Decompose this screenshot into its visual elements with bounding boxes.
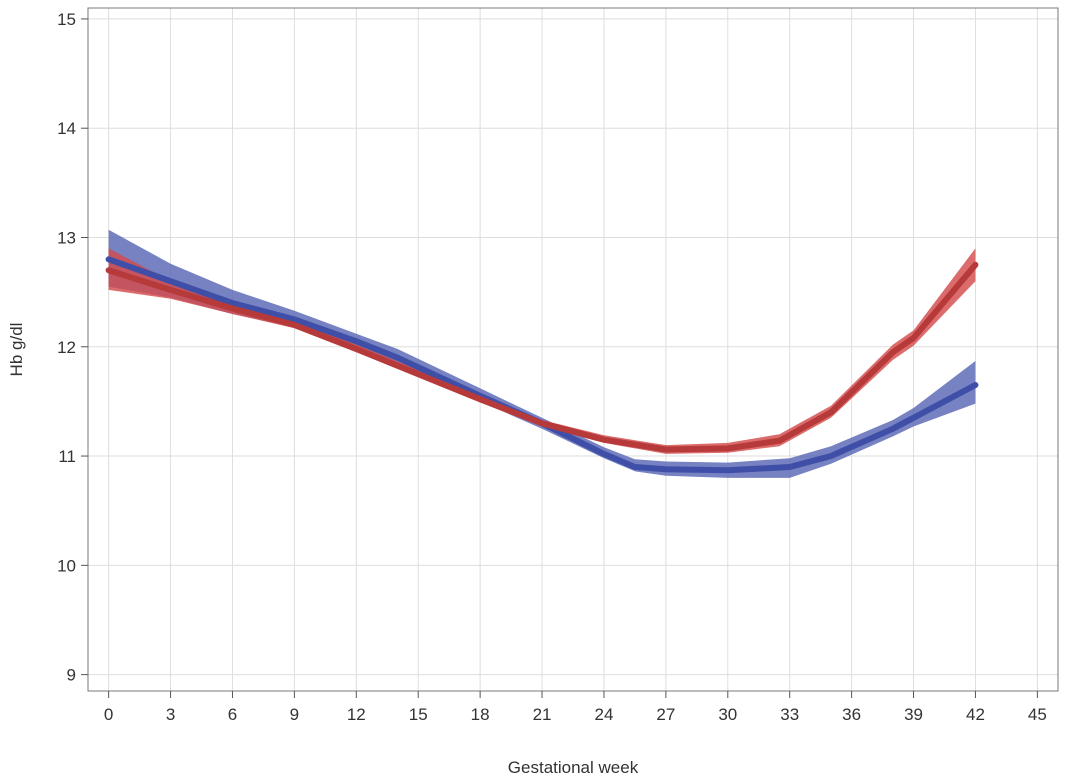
y-tick-label: 11 <box>58 447 76 466</box>
x-tick-label: 30 <box>718 705 737 724</box>
gridlines <box>88 8 1058 691</box>
y-axis-title: Hb g/dl <box>7 323 26 377</box>
x-tick-label: 21 <box>533 705 552 724</box>
y-tick-label: 12 <box>57 338 76 357</box>
y-axis: 9 10 11 12 13 14 15 <box>57 10 88 685</box>
series-1-line <box>105 261 979 453</box>
y-tick-label: 9 <box>67 666 76 685</box>
x-tick-label: 9 <box>290 705 299 724</box>
x-tick-label: 39 <box>904 705 923 724</box>
series-0-band <box>108 229 976 478</box>
x-tick-label: 15 <box>409 705 428 724</box>
confidence-bands <box>108 229 976 478</box>
x-tick-label: 36 <box>842 705 861 724</box>
x-tick-label: 3 <box>166 705 175 724</box>
x-tick-label: 18 <box>471 705 490 724</box>
x-tick-label: 27 <box>656 705 675 724</box>
x-axis: 0 3 6 9 12 15 18 21 24 27 30 33 36 39 42 45 <box>104 691 1047 724</box>
series-0-line <box>105 256 979 474</box>
series-lines <box>105 256 979 474</box>
x-tick-label: 42 <box>966 705 985 724</box>
x-tick-label: 45 <box>1028 705 1047 724</box>
y-tick-label: 10 <box>57 556 76 575</box>
x-tick-label: 0 <box>104 705 113 724</box>
y-tick-label: 14 <box>57 119 76 138</box>
x-tick-label: 33 <box>780 705 799 724</box>
plot-frame <box>87 7 1059 692</box>
x-tick-label: 12 <box>347 705 366 724</box>
x-axis-title: Gestational week <box>508 758 639 777</box>
x-tick-label: 24 <box>594 705 613 724</box>
y-tick-label: 13 <box>57 228 76 247</box>
x-tick-label: 6 <box>228 705 237 724</box>
y-tick-label: 15 <box>57 10 76 29</box>
